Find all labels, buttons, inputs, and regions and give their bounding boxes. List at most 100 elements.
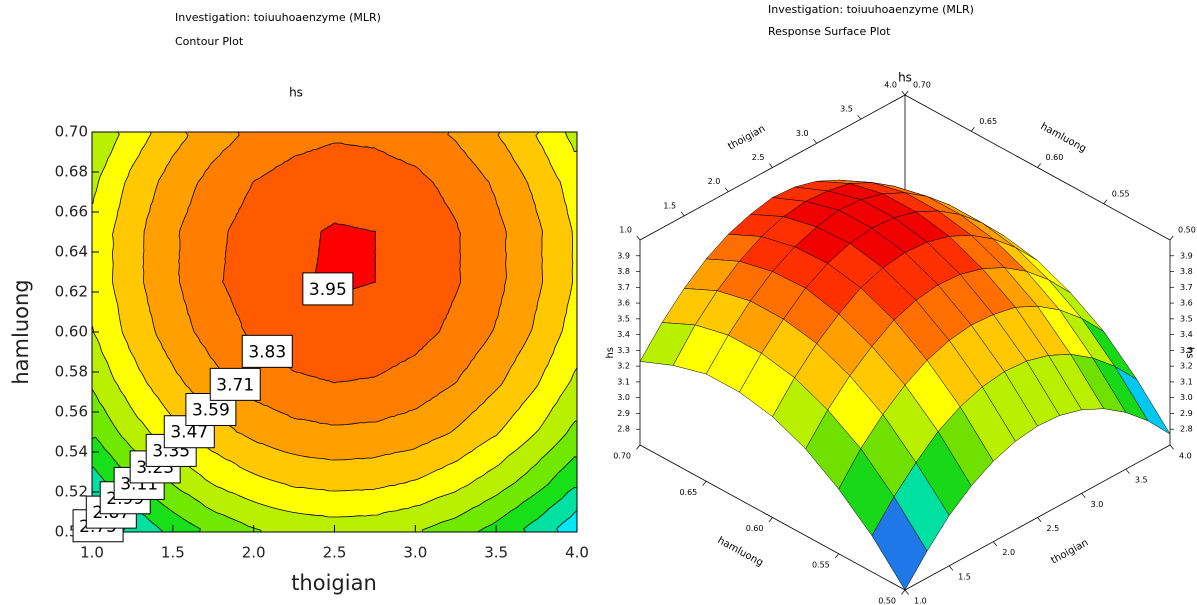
- chart-header: Investigation: toiuuhoaenzyme (MLR): [768, 3, 974, 16]
- tick-label: 3.5: [840, 105, 853, 114]
- tick-label: 3.2: [1180, 362, 1193, 371]
- contour-label-box: [302, 272, 354, 306]
- tick-label: 3.6: [617, 299, 630, 308]
- contour-label: 3.59: [192, 400, 230, 420]
- tick-mark: [1169, 444, 1174, 450]
- tick-label: 1.0: [914, 597, 927, 605]
- tick-mark: [901, 90, 906, 96]
- tick-mark: [724, 187, 729, 192]
- tick-mark: [680, 211, 685, 217]
- tick-mark: [1125, 468, 1130, 474]
- tick-label: 4.0: [1179, 452, 1192, 461]
- surface-area: 1.0 1.0 1.5 1.5 2.0 2.0 2.5 2.5 3.0 3.0 3.5 3.5 4.0 4…: [605, 81, 1196, 605]
- axis-label: hs: [1184, 347, 1195, 359]
- tick-label: 2.9: [617, 409, 630, 418]
- tick-label: 3.9: [1180, 251, 1193, 260]
- tick-label: 0.55: [1112, 189, 1130, 198]
- tick-mark: [1103, 199, 1108, 204]
- tick-mark: [904, 589, 909, 595]
- axis-label: thoigian: [1049, 537, 1090, 566]
- contour-label: 3.47: [170, 423, 208, 443]
- axis-label: hs: [605, 347, 616, 359]
- x-axis-label: thoigian: [291, 571, 377, 595]
- tick-label: 3.0: [1091, 500, 1104, 509]
- x-tick-label: 2.5: [323, 544, 347, 562]
- x-tick-label: 4.0: [565, 544, 589, 562]
- y-tick-label: 0.54: [55, 443, 88, 461]
- tick-label: 3.4: [1180, 330, 1193, 339]
- contour-label: 3.71: [216, 375, 254, 395]
- x-tick-label: 1.5: [161, 544, 185, 562]
- tick-label: 0.50: [878, 597, 896, 605]
- tick-label: 0.60: [1046, 153, 1064, 162]
- tick-mark: [901, 589, 906, 595]
- tick-label: 3.5: [1135, 476, 1148, 485]
- tick-label: 0.60: [746, 524, 764, 533]
- tick-mark: [702, 481, 707, 486]
- tick-label: 1.5: [958, 572, 971, 581]
- y-axis-label: hamluong: [9, 279, 33, 384]
- contour-overlay: 1.0 1.5 2.0 2.5 3.0 3.5 4.00.500.520.540.560.5…: [55, 123, 589, 562]
- tick-label: 0.50: [1178, 226, 1196, 235]
- y-tick-label: 0.52: [55, 483, 88, 501]
- tick-label: 4.0: [884, 81, 897, 90]
- y-tick-label: 0.70: [55, 123, 88, 141]
- contour-label: 3.83: [248, 342, 286, 362]
- tick-label: 3.9: [617, 251, 630, 260]
- x-tick-label: 2.0: [242, 544, 266, 562]
- tick-mark: [993, 541, 998, 547]
- tick-label: 3.3: [1180, 346, 1193, 355]
- tick-label: 3.5: [1180, 314, 1193, 323]
- y-tick-label: 0.62: [55, 283, 88, 301]
- tick-label: 3.4: [617, 330, 630, 339]
- tick-mark: [970, 127, 975, 132]
- tick-label: 2.8: [617, 425, 630, 434]
- chart-title: hs: [898, 71, 912, 85]
- tick-label: 3.0: [1180, 393, 1193, 402]
- tick-label: 3.0: [617, 393, 630, 402]
- tick-label: 3.7: [1180, 283, 1193, 292]
- y-tick-label: 0.64: [55, 243, 88, 261]
- tick-label: 3.7: [617, 283, 630, 292]
- tick-label: 3.3: [617, 346, 630, 355]
- tick-label: 2.0: [708, 177, 721, 186]
- x-tick-label: 3.5: [484, 544, 508, 562]
- axis-label: thoigian: [726, 123, 767, 152]
- y-tick-label: 0.58: [55, 363, 88, 381]
- tick-label: 1.5: [663, 201, 676, 210]
- contour-label-box: [241, 334, 293, 368]
- y-tick-label: 0.66: [55, 203, 88, 221]
- tick-mark: [768, 517, 773, 523]
- chart-header: Investigation: toiuuhoaenzyme (MLR): [175, 11, 381, 24]
- tick-label: 2.9: [1180, 409, 1193, 418]
- tick-mark: [857, 114, 862, 120]
- tick-label: 2.8: [1180, 425, 1193, 434]
- tick-label: 2.0: [1002, 548, 1015, 557]
- tick-label: 0.65: [979, 117, 997, 126]
- tick-mark: [1169, 235, 1174, 241]
- tick-label: 2.5: [1047, 524, 1060, 533]
- tick-mark: [1037, 163, 1041, 168]
- tick-label: 3.1: [617, 377, 630, 386]
- chart-title: hs: [289, 86, 303, 100]
- tick-mark: [1081, 493, 1086, 498]
- tick-mark: [948, 565, 954, 571]
- tick-mark: [1037, 517, 1042, 523]
- y-tick-label: 0.60: [55, 323, 88, 341]
- tick-label: 3.2: [617, 362, 630, 371]
- tick-mark: [636, 444, 641, 450]
- contour-label-box: [209, 367, 261, 401]
- y-tick-label: 0.56: [55, 403, 88, 421]
- tick-label: 3.1: [1180, 377, 1193, 386]
- tick-label: 3.8: [617, 267, 630, 276]
- tick-mark: [636, 235, 641, 241]
- tick-mark: [813, 139, 817, 144]
- tick-mark: [834, 553, 840, 559]
- tick-label: 3.6: [1180, 299, 1193, 308]
- axis-label: hamluong: [716, 535, 765, 569]
- tick-label: 1.0: [619, 226, 632, 235]
- tick-label: 3.5: [617, 314, 630, 323]
- chart-subheader: Response Surface Plot: [768, 25, 891, 38]
- tick-label: 3.0: [796, 129, 809, 138]
